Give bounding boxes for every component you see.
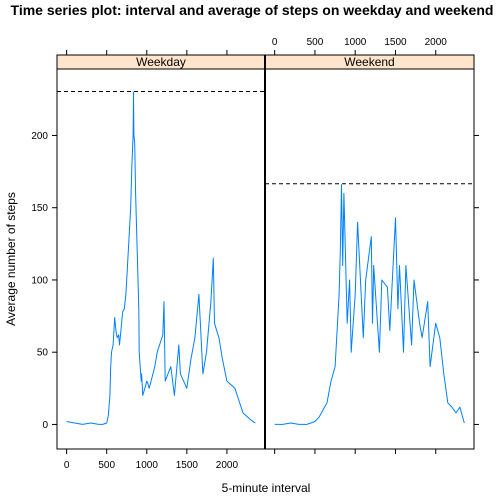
panel-frame [264,68,475,450]
y-tick-label: 100 [31,275,48,286]
x-tick-label: 0 [64,460,70,471]
panel-strip-label: Weekend [344,55,394,69]
panel-weekday: Weekday 0 500 1000 1500 2000 [56,50,266,471]
y-axis: 0 50 100 150 200 [31,131,479,431]
panel-strip-label: Weekday [136,55,186,69]
panel-frame [56,68,266,450]
y-tick-label: 150 [31,203,48,214]
y-tick-label: 200 [31,131,48,142]
chart-title: Time series plot: interval and average o… [11,2,494,18]
x-tick-label: 500 [98,460,115,471]
y-axis-label: Average number of steps [4,192,18,326]
x-tick-label: 2000 [425,37,448,48]
series-line-weekday [66,91,256,425]
y-tick-label: 50 [37,348,49,359]
x-tick-label: 0 [272,37,278,48]
x-tick-label: 2000 [216,460,239,471]
x-tick-label: 1500 [384,37,407,48]
y-tick-label: 0 [42,420,48,431]
x-tick-label: 500 [307,37,324,48]
x-tick-label: 1500 [176,460,199,471]
series-line-weekend [274,184,465,425]
x-axis-label: 5-minute interval [222,481,311,495]
x-tick-label: 1000 [136,460,159,471]
panel-weekend: Weekend 0 500 1000 1500 2000 [264,37,475,454]
x-tick-label: 1000 [344,37,367,48]
